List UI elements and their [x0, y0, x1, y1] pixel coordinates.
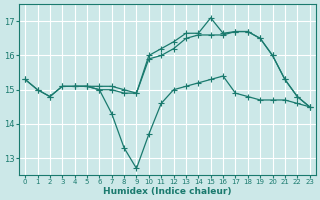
- X-axis label: Humidex (Indice chaleur): Humidex (Indice chaleur): [103, 187, 232, 196]
